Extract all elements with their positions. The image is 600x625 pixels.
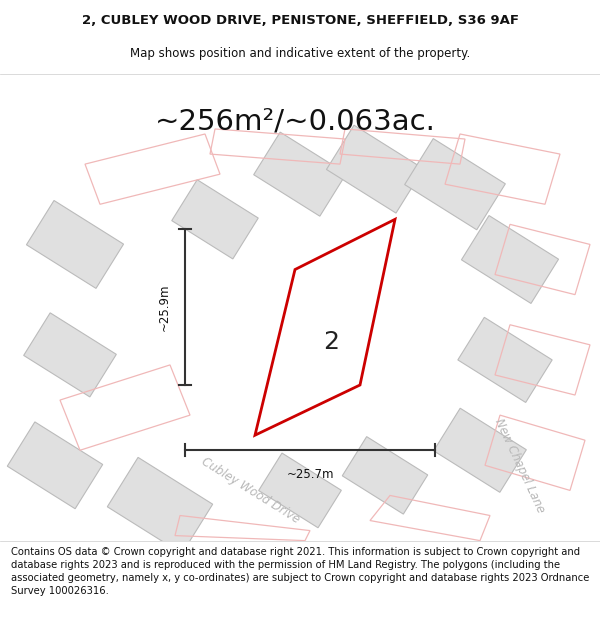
Polygon shape (23, 313, 116, 397)
Text: New Chapel Lane: New Chapel Lane (493, 416, 548, 514)
Polygon shape (434, 408, 526, 492)
Polygon shape (259, 453, 341, 528)
Polygon shape (458, 318, 552, 402)
Text: Cubley Wood Drive: Cubley Wood Drive (199, 455, 301, 526)
Polygon shape (342, 437, 428, 514)
Text: 2: 2 (323, 331, 339, 354)
Polygon shape (107, 458, 212, 554)
Polygon shape (172, 180, 258, 259)
Text: Map shows position and indicative extent of the property.: Map shows position and indicative extent… (130, 47, 470, 59)
Text: ~25.7m: ~25.7m (286, 468, 334, 481)
Polygon shape (26, 201, 124, 288)
Text: ~256m²/~0.063ac.: ~256m²/~0.063ac. (155, 108, 436, 136)
Text: Contains OS data © Crown copyright and database right 2021. This information is : Contains OS data © Crown copyright and d… (11, 546, 589, 596)
Polygon shape (254, 132, 346, 216)
Polygon shape (7, 422, 103, 509)
Polygon shape (404, 139, 505, 230)
Text: 2, CUBLEY WOOD DRIVE, PENISTONE, SHEFFIELD, S36 9AF: 2, CUBLEY WOOD DRIVE, PENISTONE, SHEFFIE… (82, 14, 518, 27)
Polygon shape (461, 216, 559, 304)
Polygon shape (326, 125, 424, 213)
Polygon shape (255, 219, 395, 435)
Text: ~25.9m: ~25.9m (158, 284, 171, 331)
